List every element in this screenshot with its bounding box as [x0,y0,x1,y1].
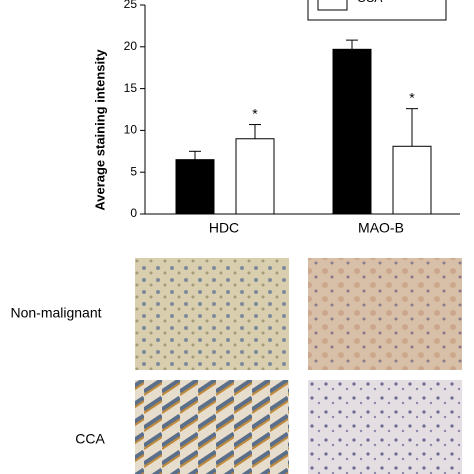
legend-label: CCA [357,0,382,5]
bar [175,159,215,215]
y-tick-label: 10 [124,123,138,137]
bar [332,48,372,215]
legend-swatch [317,0,348,11]
row-label: CCA [75,431,105,447]
bar [392,145,432,215]
micrograph [135,258,289,370]
significance-marker: * [409,89,415,105]
x-tick-label: HDC [209,220,239,236]
micrograph [135,380,289,474]
y-tick-label: 15 [124,81,138,95]
y-tick-label: 25 [124,0,138,11]
y-tick-label: 5 [130,164,137,178]
bar [235,138,275,215]
x-tick-label: MAO-B [358,220,404,236]
y-tick-label: 20 [124,39,138,53]
micrograph [308,380,462,474]
y-axis-label: Average staining intensity [92,49,107,211]
micrograph [308,258,462,370]
row-label: Non-malignant [10,305,101,321]
significance-marker: * [252,105,258,121]
y-tick-label: 0 [130,206,137,220]
